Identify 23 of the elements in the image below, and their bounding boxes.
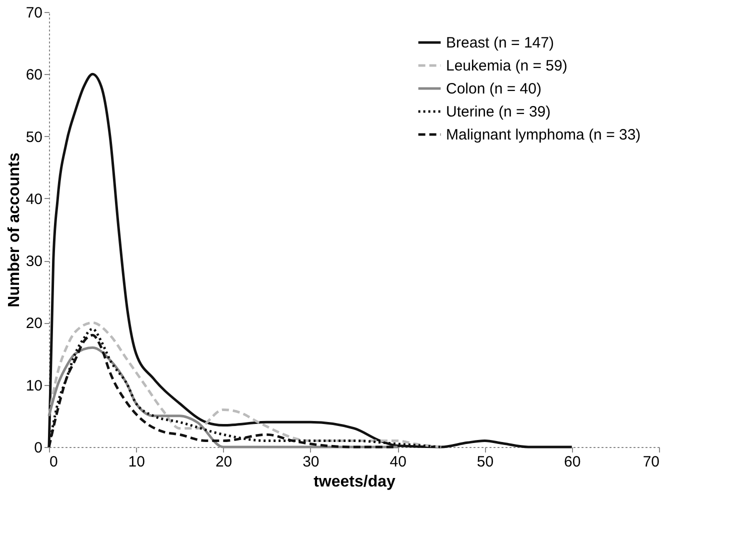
x-axis-title: tweets/day [314, 474, 396, 490]
y-tick-label: 60 [26, 66, 42, 84]
legend-label: Malignant lymphoma (n = 33) [446, 126, 641, 144]
x-tick-label: 30 [302, 454, 320, 470]
x-tick-label: 70 [642, 454, 660, 470]
x-tick-label: 0 [50, 454, 58, 470]
legend-label: Colon (n = 40) [446, 80, 542, 98]
y-tick-label: 40 [26, 190, 42, 208]
y-tick-label: 10 [26, 377, 42, 394]
y-tick-label: 50 [26, 128, 42, 146]
x-tick-label: 50 [476, 454, 494, 470]
legend-label: Uterine (n = 39) [446, 104, 551, 120]
y-tick-label: 0 [34, 440, 42, 456]
y-tick-label: 70 [26, 4, 42, 22]
y-tick-label: 20 [26, 315, 42, 332]
y-tick-label: 30 [26, 253, 42, 270]
x-tick-label: 60 [564, 454, 581, 470]
y-axis-title: Number of accounts [6, 152, 23, 308]
x-tick-label: 10 [128, 454, 145, 470]
x-tick-label: 20 [215, 454, 232, 470]
x-tick-label: 40 [390, 454, 406, 470]
legend-label: Leukemia (n = 59) [446, 58, 568, 74]
legend-label: Breast (n = 147) [446, 34, 554, 52]
